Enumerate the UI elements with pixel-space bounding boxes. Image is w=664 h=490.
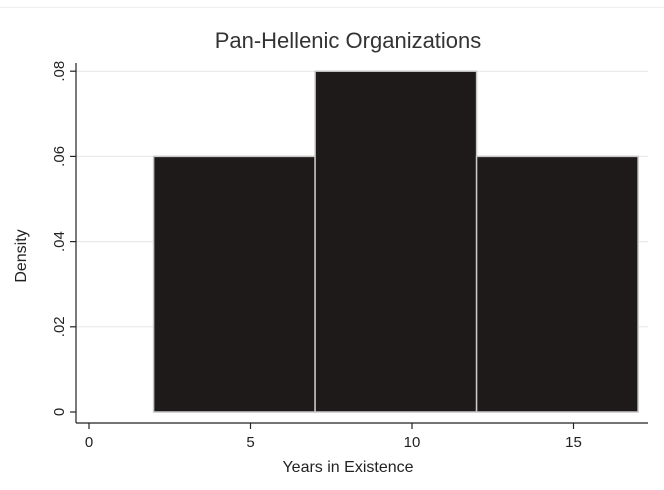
x-tick-label: 10: [404, 434, 421, 451]
x-axis-ticks: 0 5 10 15: [85, 423, 582, 451]
x-tick-label: 15: [565, 434, 582, 451]
histogram-bars: [152, 70, 639, 413]
x-tick-label: 0: [85, 434, 93, 451]
histogram-bar-2: [314, 70, 478, 413]
histogram-bar-1: [152, 155, 316, 413]
y-tick-label: 0: [51, 408, 68, 416]
x-tick-label: 5: [246, 434, 254, 451]
y-tick-label: .06: [51, 146, 68, 167]
x-axis-label: Years in Existence: [282, 459, 413, 476]
chart-title: Pan-Hellenic Organizations: [215, 28, 482, 53]
y-tick-label: .04: [51, 231, 68, 252]
histogram-bar-3: [475, 155, 639, 413]
y-axis-label: Density: [13, 229, 30, 282]
y-tick-label: .02: [51, 316, 68, 337]
y-axis-ticks: 0 .02 .04 .06 .08: [51, 61, 76, 416]
y-tick-label: .08: [51, 61, 68, 82]
